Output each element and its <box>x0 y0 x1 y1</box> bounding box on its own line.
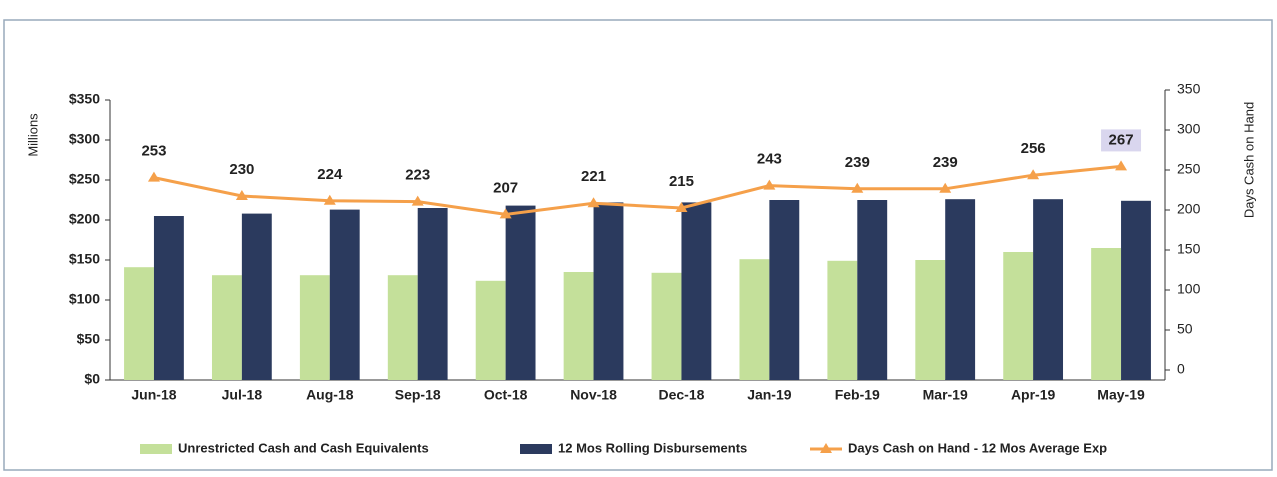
line-marker <box>235 190 248 200</box>
x-tick-label: Oct-18 <box>484 387 528 403</box>
y-tick-label: $100 <box>69 291 100 307</box>
bar <box>505 205 536 380</box>
label-highlight <box>1101 129 1142 152</box>
y2-tick-label: 50 <box>1177 321 1193 337</box>
data-label: 253 <box>141 143 166 160</box>
line-marker <box>851 182 864 193</box>
y2-tick-label: 250 <box>1177 161 1201 177</box>
data-label: 230 <box>229 161 254 178</box>
bar <box>681 202 712 380</box>
line-marker <box>939 182 952 193</box>
x-tick-label: Nov-18 <box>570 387 617 403</box>
bar <box>593 202 624 380</box>
legend-swatch <box>140 444 172 454</box>
y-tick-label: $300 <box>69 131 100 147</box>
bar <box>241 213 272 380</box>
y2-tick-label: 150 <box>1177 241 1201 257</box>
bar <box>651 272 682 380</box>
data-label: 239 <box>845 154 870 171</box>
bar <box>329 209 360 380</box>
y-axis-label: Millions <box>25 113 40 157</box>
y2-tick-label: 350 <box>1177 81 1201 97</box>
line-marker <box>1115 160 1128 171</box>
x-tick-label: Feb-19 <box>835 387 880 403</box>
data-label: 223 <box>405 167 430 184</box>
legend-label: Unrestricted Cash and Cash Equivalents <box>178 440 429 455</box>
y2-tick-label: 200 <box>1177 201 1201 217</box>
x-tick-label: Jul-18 <box>222 387 263 403</box>
x-tick-label: Mar-19 <box>923 387 968 403</box>
y-tick-label: $250 <box>69 171 100 187</box>
bar <box>915 260 946 380</box>
bar <box>739 259 770 380</box>
bar <box>417 208 448 380</box>
frame <box>3 19 1273 471</box>
bar <box>945 199 976 380</box>
x-tick-label: Sep-18 <box>395 387 441 403</box>
bar <box>1091 248 1122 380</box>
data-label: 207 <box>493 179 518 196</box>
y-tick-label: $0 <box>84 371 100 387</box>
y-tick-label: $200 <box>69 211 100 227</box>
line-marker <box>499 208 512 219</box>
data-label: 239 <box>933 154 958 171</box>
x-tick-label: Jun-18 <box>131 387 176 403</box>
y2-tick-label: 0 <box>1177 361 1185 377</box>
line-marker <box>323 194 336 205</box>
bar <box>153 216 184 380</box>
line-marker <box>763 179 776 190</box>
bar <box>1003 252 1034 380</box>
y-tick-label: $50 <box>77 331 101 347</box>
line-marker <box>1027 169 1040 180</box>
bar <box>124 267 154 380</box>
line <box>153 164 1122 216</box>
line-marker <box>587 197 600 208</box>
line-marker <box>147 171 160 182</box>
bar <box>857 200 888 380</box>
legend-marker <box>820 443 832 453</box>
bar <box>475 280 506 380</box>
bar <box>1121 200 1151 380</box>
bar <box>563 272 594 380</box>
legend-label: 12 Mos Rolling Disbursements <box>558 440 747 455</box>
bar <box>387 275 418 380</box>
line-marker <box>411 195 424 206</box>
legend-swatch <box>520 444 552 454</box>
bar <box>299 275 330 380</box>
bar <box>827 260 858 380</box>
data-label: 221 <box>581 168 606 185</box>
bar <box>1033 199 1064 380</box>
y-tick-label: $150 <box>69 251 100 267</box>
data-label: 215 <box>669 173 694 190</box>
data-label: 224 <box>317 166 343 183</box>
x-tick-label: Apr-19 <box>1011 387 1056 403</box>
bar <box>211 275 242 380</box>
data-label: 267 <box>1109 131 1134 148</box>
data-label: 256 <box>1021 140 1046 157</box>
x-tick-label: May-19 <box>1097 387 1145 403</box>
y-tick-label: $350 <box>69 91 100 107</box>
data-label: 243 <box>757 151 782 168</box>
x-tick-label: Jan-19 <box>747 387 792 403</box>
y2-tick-label: 100 <box>1177 281 1201 297</box>
legend-label: Days Cash on Hand - 12 Mos Average Exp <box>848 440 1107 455</box>
x-tick-label: Aug-18 <box>306 387 354 403</box>
y2-tick-label: 300 <box>1177 121 1201 137</box>
bar <box>769 200 800 380</box>
line-marker <box>675 202 688 212</box>
y2-axis-label: Days Cash on Hand <box>1241 102 1256 218</box>
x-tick-label: Dec-18 <box>658 387 704 403</box>
